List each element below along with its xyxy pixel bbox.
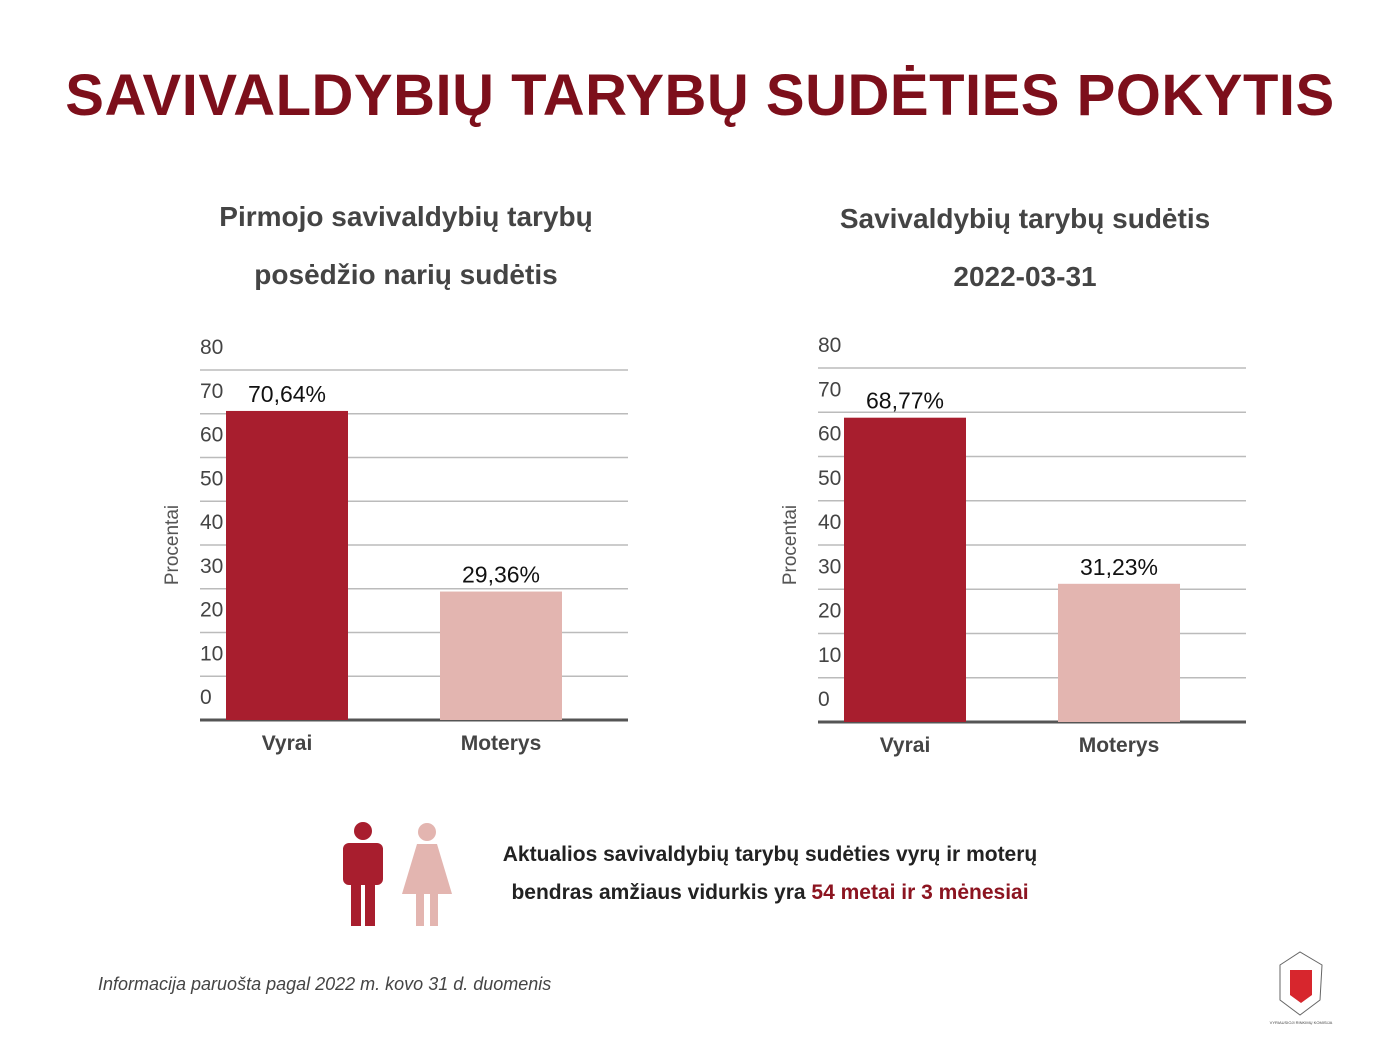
y-tick-label: 70 [818,378,841,401]
bar [1058,583,1180,722]
y-tick-label: 40 [200,511,223,534]
y-tick-label: 10 [200,642,223,665]
note: Aktualios savivaldybių tarybų sudėties v… [460,836,1080,912]
woman-icon [402,823,452,926]
value-label: 29,36% [462,562,540,588]
y-axis-label: Procentai [780,505,801,585]
x-tick-label: Moterys [1079,734,1160,757]
y-tick-label: 20 [818,600,841,623]
y-tick-label: 0 [200,686,212,709]
x-tick-label: Vyrai [880,734,931,757]
y-tick-label: 40 [818,511,841,534]
main-title: SAVIVALDYBIŲ TARYBŲ SUDĖTIES POKYTIS [65,63,1335,128]
footer: Informacija paruošta pagal 2022 m. kovo … [98,974,552,994]
y-tick-label: 30 [818,555,841,578]
y-tick-label: 30 [200,555,223,578]
y-axis-label: Procentai [162,505,183,585]
bar [844,417,966,722]
chart-subtitle: 2022-03-31 [953,261,1097,292]
bar [440,591,562,720]
man-icon [343,822,383,926]
y-tick-label: 10 [818,644,841,667]
logo: VYRIAUSIOJI RINKIMŲ KOMISIJA [1270,951,1333,1025]
x-tick-label: Vyrai [262,732,313,755]
y-tick-label: 60 [200,424,223,447]
value-label: 68,77% [866,388,944,414]
note-text: Aktualios savivaldybių tarybų sudėties v… [502,843,1038,904]
y-tick-label: 50 [818,467,841,490]
x-tick-label: Moterys [461,732,542,755]
y-tick-label: 0 [818,688,830,711]
value-label: 70,64% [248,381,326,407]
note-highlight: 54 metai ir 3 mėnesiai [811,881,1029,904]
y-tick-label: 70 [200,380,223,403]
y-tick-label: 50 [200,467,223,490]
y-tick-label: 60 [818,423,841,446]
value-label: 31,23% [1080,554,1158,580]
logo-text: VYRIAUSIOJI RINKIMŲ KOMISIJA [1270,1020,1333,1025]
chart-title: Pirmojo savivaldybių tarybų posėdžio nar… [219,201,593,290]
y-tick-label: 20 [200,599,223,622]
y-tick-label: 80 [818,334,841,357]
chart-title: Savivaldybių tarybų sudėtis [839,203,1211,234]
bar [226,410,348,720]
y-tick-label: 80 [200,336,223,359]
